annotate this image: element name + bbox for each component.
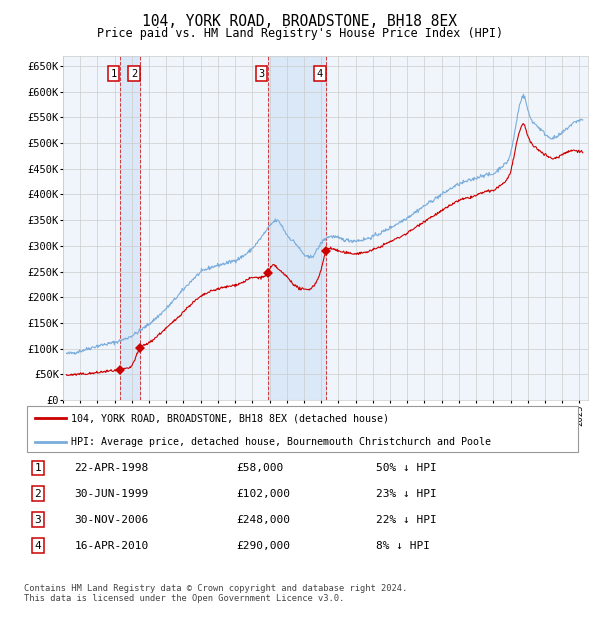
Text: 1: 1	[110, 69, 117, 79]
Text: Price paid vs. HM Land Registry's House Price Index (HPI): Price paid vs. HM Land Registry's House …	[97, 27, 503, 40]
Text: 4: 4	[35, 541, 41, 551]
Text: 104, YORK ROAD, BROADSTONE, BH18 8EX: 104, YORK ROAD, BROADSTONE, BH18 8EX	[143, 14, 458, 29]
Text: 22-APR-1998: 22-APR-1998	[74, 463, 148, 473]
Text: 8% ↓ HPI: 8% ↓ HPI	[376, 541, 430, 551]
Text: 4: 4	[317, 69, 323, 79]
Text: 2: 2	[131, 69, 137, 79]
Text: 30-JUN-1999: 30-JUN-1999	[74, 489, 148, 499]
Text: £102,000: £102,000	[236, 489, 290, 499]
Bar	[120, 56, 140, 400]
Text: 3: 3	[259, 69, 265, 79]
FancyBboxPatch shape	[27, 406, 578, 452]
Text: 30-NOV-2006: 30-NOV-2006	[74, 515, 148, 525]
Text: 2: 2	[35, 489, 41, 499]
Text: 104, YORK ROAD, BROADSTONE, BH18 8EX (detached house): 104, YORK ROAD, BROADSTONE, BH18 8EX (de…	[71, 413, 389, 423]
Text: HPI: Average price, detached house, Bournemouth Christchurch and Poole: HPI: Average price, detached house, Bour…	[71, 437, 491, 447]
Text: 16-APR-2010: 16-APR-2010	[74, 541, 148, 551]
Text: 23% ↓ HPI: 23% ↓ HPI	[376, 489, 436, 499]
Text: 50% ↓ HPI: 50% ↓ HPI	[376, 463, 436, 473]
Text: 1: 1	[35, 463, 41, 473]
Bar	[268, 56, 326, 400]
Text: 22% ↓ HPI: 22% ↓ HPI	[376, 515, 436, 525]
Text: Contains HM Land Registry data © Crown copyright and database right 2024.
This d: Contains HM Land Registry data © Crown c…	[24, 584, 407, 603]
Text: 3: 3	[35, 515, 41, 525]
Text: £58,000: £58,000	[236, 463, 283, 473]
Text: £248,000: £248,000	[236, 515, 290, 525]
Text: £290,000: £290,000	[236, 541, 290, 551]
